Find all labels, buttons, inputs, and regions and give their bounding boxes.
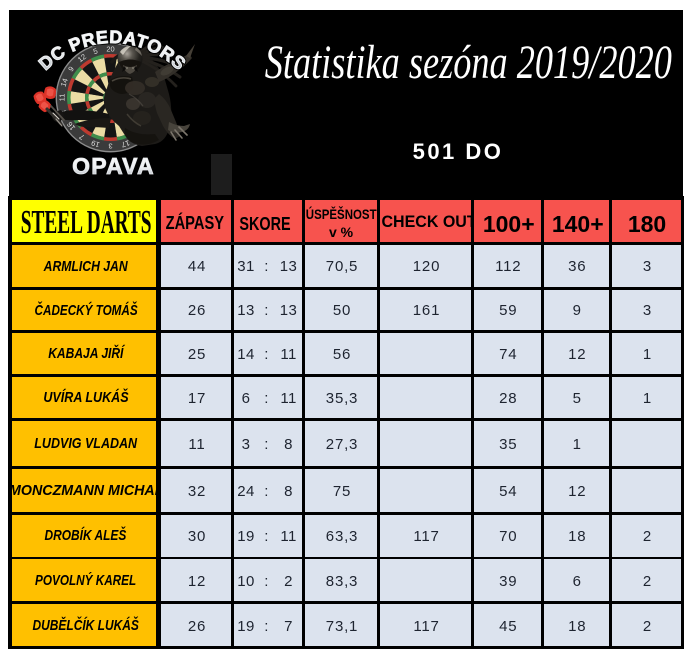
svg-text:19: 19 <box>90 138 101 149</box>
svg-text:5: 5 <box>92 46 99 56</box>
svg-text:9: 9 <box>66 65 76 74</box>
svg-text:11: 11 <box>57 94 66 102</box>
svg-text:3: 3 <box>108 142 112 151</box>
svg-text:14: 14 <box>59 77 70 88</box>
svg-text:OPAVA: OPAVA <box>72 153 155 179</box>
svg-text:OPAVA: OPAVA <box>72 153 155 179</box>
svg-text:7: 7 <box>78 132 87 142</box>
svg-text:20: 20 <box>106 44 114 53</box>
svg-text:17: 17 <box>120 138 131 149</box>
